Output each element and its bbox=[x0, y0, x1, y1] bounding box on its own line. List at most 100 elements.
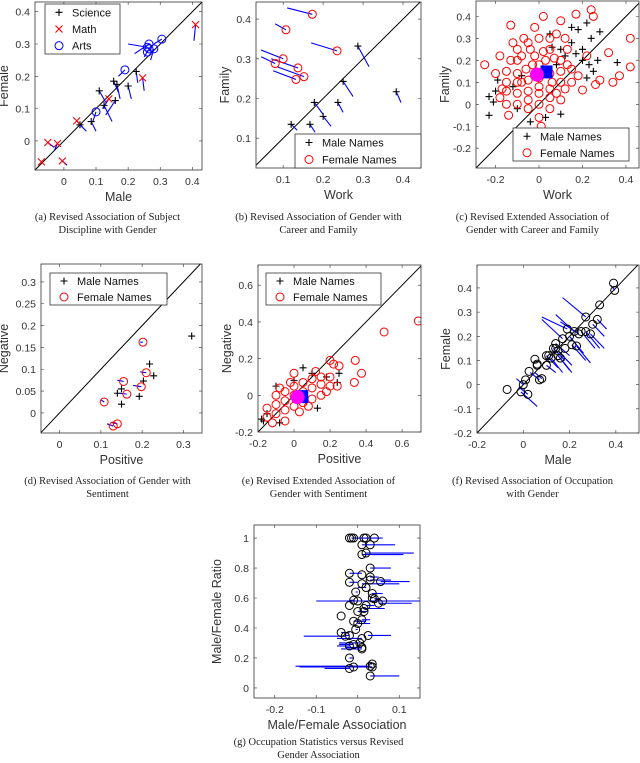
data-point bbox=[562, 44, 572, 54]
data-point bbox=[541, 55, 551, 65]
data-point bbox=[280, 405, 290, 415]
data-point bbox=[357, 368, 367, 378]
data-point bbox=[276, 419, 284, 427]
data-point bbox=[310, 98, 318, 106]
data-point bbox=[378, 596, 388, 606]
data-point bbox=[344, 533, 354, 543]
data-point bbox=[344, 653, 354, 663]
data-point bbox=[99, 397, 109, 407]
data-point bbox=[344, 577, 354, 587]
data-point bbox=[339, 77, 347, 85]
shift-line bbox=[117, 379, 124, 383]
x-tick-label: 0 bbox=[291, 438, 297, 450]
legend-marker bbox=[276, 277, 284, 285]
data-point bbox=[278, 54, 288, 64]
data-point bbox=[344, 601, 354, 611]
data-point bbox=[512, 69, 522, 79]
shift-line bbox=[337, 102, 344, 113]
y-tick-label: 0.4 bbox=[236, 14, 251, 26]
data-point bbox=[108, 421, 118, 431]
y-tick-label: 0.2 bbox=[238, 354, 253, 366]
shift-line bbox=[98, 90, 107, 103]
data-point bbox=[43, 138, 52, 147]
legend: Male Names Female Names bbox=[265, 272, 382, 306]
x-tick-label: 0 bbox=[57, 439, 63, 451]
caption-line: (b) Revised Association of Gender with bbox=[235, 212, 402, 223]
data-point bbox=[299, 364, 307, 372]
panel-b: 0.1 0.2 0.3 0.4 0.1 0.2 0.3 0.4 Work Family Male N… bbox=[218, 1, 422, 202]
data-point bbox=[609, 278, 619, 288]
legend-label: Arts bbox=[72, 41, 92, 53]
data-point bbox=[497, 84, 507, 94]
shift-line bbox=[541, 316, 568, 330]
x-tick-label: -0.2 bbox=[249, 438, 267, 450]
data-point bbox=[87, 118, 95, 126]
y-tick-label: 0.3 bbox=[15, 39, 30, 51]
data-point bbox=[506, 55, 516, 65]
legend-label: Female Names bbox=[293, 292, 368, 304]
data-point bbox=[325, 372, 335, 382]
data-point bbox=[556, 66, 566, 76]
y-tick-label: 0.3 bbox=[236, 54, 251, 66]
data-point bbox=[119, 376, 129, 386]
data-point bbox=[545, 93, 555, 103]
data-point bbox=[365, 572, 375, 582]
caption-f: (f) Revised Association of Occupation wi… bbox=[425, 475, 640, 501]
data-point bbox=[138, 74, 147, 82]
data-point bbox=[491, 69, 501, 79]
shift-line bbox=[90, 121, 97, 132]
data-point bbox=[319, 112, 327, 120]
data-point bbox=[529, 67, 544, 82]
panel-c: -0.2 0 0.2 0.4 -0.2 -0.1 0 0.1 0.2 0.3 0.4 Work Fami… bbox=[438, 0, 640, 202]
data-point bbox=[351, 587, 361, 597]
data-point bbox=[524, 366, 534, 376]
shift-line bbox=[541, 318, 564, 340]
data-point bbox=[271, 390, 281, 400]
data-point bbox=[560, 33, 570, 43]
legend: Male Names Female Names bbox=[294, 133, 422, 169]
caption-e: (e) Revised Extended Association of Gend… bbox=[211, 475, 426, 501]
x-tick-label: 0.6 bbox=[395, 438, 410, 450]
data-point bbox=[367, 659, 377, 669]
x-tick-label: 0.2 bbox=[562, 439, 577, 451]
legend-box bbox=[49, 272, 168, 306]
data-point bbox=[534, 88, 544, 98]
data-point bbox=[53, 139, 62, 148]
data-point bbox=[567, 340, 577, 350]
data-point bbox=[585, 329, 595, 339]
y-tick-label: 0.4 bbox=[234, 623, 249, 635]
data-point bbox=[534, 375, 544, 385]
data-point bbox=[594, 56, 602, 64]
data-point bbox=[552, 61, 560, 69]
data-point bbox=[340, 631, 350, 641]
shift-line bbox=[290, 123, 298, 131]
data-point bbox=[556, 95, 566, 105]
data-point bbox=[350, 355, 360, 365]
data-point bbox=[280, 416, 290, 426]
y-tick-label: 0.1 bbox=[236, 133, 251, 145]
data-point bbox=[545, 33, 555, 43]
x-tick-label: -0.2 bbox=[468, 439, 486, 451]
data-point bbox=[76, 121, 84, 129]
caption-c: (c) Revised Extended Association of Gend… bbox=[425, 211, 640, 237]
data-point bbox=[325, 355, 335, 365]
x-tick-label: 0 bbox=[61, 176, 67, 188]
data-point bbox=[530, 51, 540, 61]
data-point bbox=[146, 360, 154, 368]
data-point bbox=[528, 60, 538, 70]
data-point bbox=[502, 384, 512, 394]
y-tick-label: 0 bbox=[24, 136, 30, 148]
data-point bbox=[349, 639, 359, 649]
data-point bbox=[526, 118, 534, 126]
data-point bbox=[287, 120, 295, 128]
data-point bbox=[523, 389, 533, 399]
x-tick-label: 0.1 bbox=[94, 439, 109, 451]
data-point bbox=[298, 377, 308, 387]
legend-label: Male Names bbox=[322, 138, 384, 150]
data-point bbox=[361, 548, 371, 558]
data-point bbox=[556, 55, 566, 65]
data-point bbox=[262, 403, 272, 413]
data-point bbox=[504, 110, 514, 120]
data-point bbox=[349, 616, 359, 626]
shift-line bbox=[590, 333, 605, 349]
